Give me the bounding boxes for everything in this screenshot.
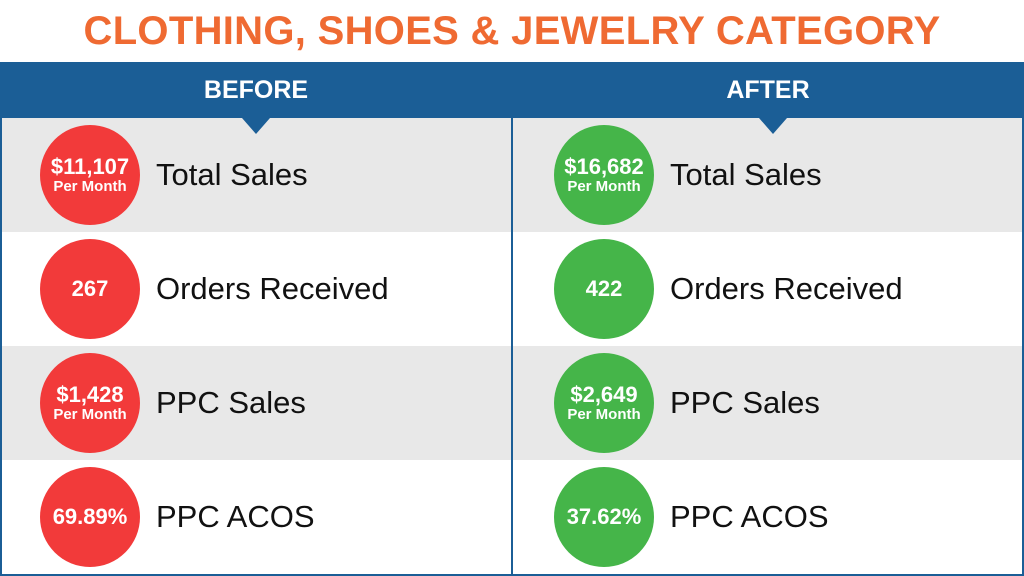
after-ppc-acos-value: 37.62%: [566, 504, 642, 529]
before-panel: $11,107 Per Month Total Sales 267 Orders…: [0, 118, 512, 576]
after-header: AFTER: [726, 75, 810, 104]
before-total-sales-period: Per Month: [53, 178, 127, 195]
before-pointer-arrow: [242, 118, 270, 134]
before-orders-label: Orders Received: [156, 271, 389, 306]
after-row-orders: 422 Orders Received: [513, 232, 1022, 346]
before-row-ppc-sales: $1,428 Per Month PPC Sales: [2, 346, 511, 460]
after-row-total-sales: $16,682 Per Month Total Sales: [513, 118, 1022, 232]
after-row-ppc-sales: $2,649 Per Month PPC Sales: [513, 346, 1022, 460]
before-header: BEFORE: [203, 75, 309, 104]
after-ppc-acos-label: PPC ACOS: [670, 499, 829, 534]
after-ppc-sales-badge: $2,649 Per Month: [554, 353, 654, 453]
before-total-sales-label: Total Sales: [156, 157, 308, 192]
after-panel: $16,682 Per Month Total Sales 422 Orders…: [512, 118, 1024, 576]
after-total-sales-badge: $16,682 Per Month: [554, 125, 654, 225]
after-ppc-sales-period: Per Month: [567, 406, 641, 423]
after-orders-badge: 422: [554, 239, 654, 339]
after-pointer-arrow: [759, 118, 787, 134]
after-ppc-acos-badge: 37.62%: [554, 467, 654, 567]
before-ppc-sales-badge: $1,428 Per Month: [40, 353, 140, 453]
after-total-sales-period: Per Month: [567, 178, 641, 195]
after-ppc-sales-value: $2,649: [570, 382, 638, 407]
after-row-ppc-acos: 37.62% PPC ACOS: [513, 460, 1022, 574]
after-ppc-sales-label: PPC Sales: [670, 385, 820, 420]
after-total-sales-value: $16,682: [564, 154, 644, 179]
before-ppc-acos-label: PPC ACOS: [156, 499, 315, 534]
before-row-orders: 267 Orders Received: [2, 232, 511, 346]
page-title: CLOTHING, SHOES & JEWELRY CATEGORY: [83, 8, 941, 53]
before-ppc-acos-value: 69.89%: [52, 504, 128, 529]
before-row-total-sales: $11,107 Per Month Total Sales: [2, 118, 511, 232]
before-ppc-sales-period: Per Month: [53, 406, 127, 423]
before-ppc-acos-badge: 69.89%: [40, 467, 140, 567]
after-total-sales-label: Total Sales: [670, 157, 822, 192]
before-total-sales-badge: $11,107 Per Month: [40, 125, 140, 225]
before-orders-badge: 267: [40, 239, 140, 339]
before-total-sales-value: $11,107: [50, 154, 130, 179]
before-row-ppc-acos: 69.89% PPC ACOS: [2, 460, 511, 574]
after-orders-label: Orders Received: [670, 271, 903, 306]
before-ppc-sales-value: $1,428: [56, 382, 124, 407]
column-header-bar: [0, 62, 1024, 118]
before-orders-value: 267: [71, 276, 109, 301]
before-ppc-sales-label: PPC Sales: [156, 385, 306, 420]
after-orders-value: 422: [585, 276, 623, 301]
